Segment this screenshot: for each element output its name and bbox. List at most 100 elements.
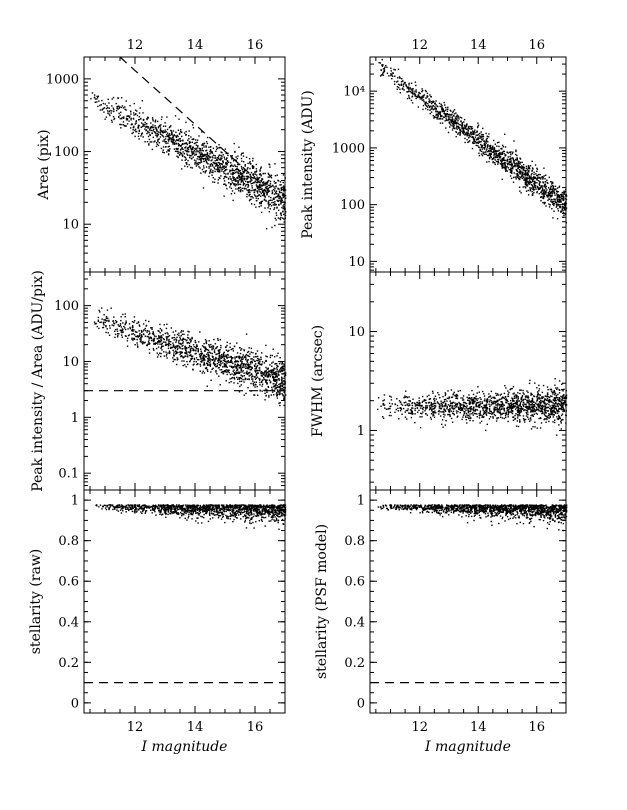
data-point: [229, 356, 232, 358]
data-point: [441, 104, 443, 107]
data-point: [209, 150, 211, 153]
data-point: [239, 377, 241, 380]
data-point: [555, 201, 558, 204]
data-point: [254, 365, 256, 368]
data-point: [246, 175, 249, 178]
data-point: [166, 323, 168, 326]
data-point: [272, 376, 275, 379]
data-point: [205, 166, 208, 168]
data-point: [239, 190, 242, 193]
data-point: [531, 170, 533, 172]
data-point: [411, 102, 414, 104]
data-point: [238, 391, 241, 393]
data-point: [550, 191, 552, 194]
data-point: [518, 411, 520, 413]
data-point: [225, 356, 228, 358]
data-point: [260, 201, 263, 204]
data-point: [211, 152, 214, 154]
data-point: [472, 141, 474, 143]
data-point: [459, 116, 461, 119]
data-point: [402, 84, 405, 86]
data-point: [452, 123, 455, 125]
data-point: [120, 111, 122, 114]
data-point: [477, 122, 479, 124]
data-point: [266, 183, 268, 185]
data-point: [496, 417, 498, 419]
data-point: [498, 153, 500, 156]
data-point: [455, 131, 458, 134]
data-point: [121, 116, 123, 119]
data-point: [211, 345, 213, 348]
data-point: [209, 346, 211, 348]
data-point: [204, 350, 206, 352]
data-point: [554, 198, 556, 201]
data-point: [421, 99, 424, 101]
data-point: [213, 162, 216, 165]
data-point: [205, 149, 208, 152]
data-point: [148, 339, 150, 341]
data-point: [179, 140, 182, 142]
data-point: [121, 330, 124, 332]
data-point: [517, 160, 520, 163]
data-point: [536, 177, 539, 179]
data-point: [102, 321, 105, 324]
data-point: [543, 167, 545, 169]
data-point: [483, 153, 486, 155]
data-point: [477, 397, 479, 400]
data-point: [518, 166, 520, 168]
data-point: [424, 101, 427, 104]
data-point: [140, 126, 142, 129]
data-point: [414, 407, 416, 410]
data-point: [260, 166, 262, 168]
data-point: [160, 343, 163, 345]
data-point: [283, 206, 285, 209]
data-point: [165, 351, 167, 353]
data-point: [439, 113, 442, 116]
data-point: [432, 114, 435, 117]
data-point: [160, 329, 163, 331]
data-point: [152, 332, 154, 334]
data-point: [479, 132, 481, 135]
data-point: [515, 400, 518, 402]
data-point: [460, 117, 463, 119]
data-point: [408, 84, 410, 86]
data-point: [152, 348, 155, 350]
data-point: [481, 415, 484, 417]
data-point: [446, 113, 448, 116]
data-point: [236, 352, 239, 354]
data-point: [133, 321, 135, 324]
data-point: [176, 348, 179, 351]
data-point: [558, 196, 560, 199]
panel-peak-area-points: [93, 307, 287, 407]
data-point: [211, 164, 214, 166]
data-point: [230, 164, 232, 167]
data-point: [462, 406, 465, 408]
data-point: [200, 353, 203, 356]
data-point: [230, 358, 233, 360]
data-point: [232, 179, 235, 181]
data-point: [467, 141, 469, 144]
data-point: [168, 126, 171, 129]
data-point: [106, 309, 109, 311]
data-point: [543, 175, 545, 177]
data-point: [394, 69, 396, 71]
data-point: [239, 186, 242, 189]
data-point: [160, 352, 162, 355]
data-point: [495, 149, 497, 152]
data-point: [249, 181, 251, 183]
data-point: [94, 323, 97, 325]
data-point: [234, 363, 236, 365]
data-point: [564, 190, 566, 193]
data-point: [202, 357, 204, 360]
data-point: [435, 104, 437, 106]
data-point: [208, 340, 210, 342]
data-point: [408, 97, 411, 100]
data-point: [136, 344, 139, 346]
data-point: [276, 392, 278, 394]
data-point: [499, 152, 501, 154]
data-point: [192, 349, 194, 351]
data-point: [247, 185, 250, 187]
data-point: [181, 360, 183, 362]
data-point: [250, 180, 252, 182]
